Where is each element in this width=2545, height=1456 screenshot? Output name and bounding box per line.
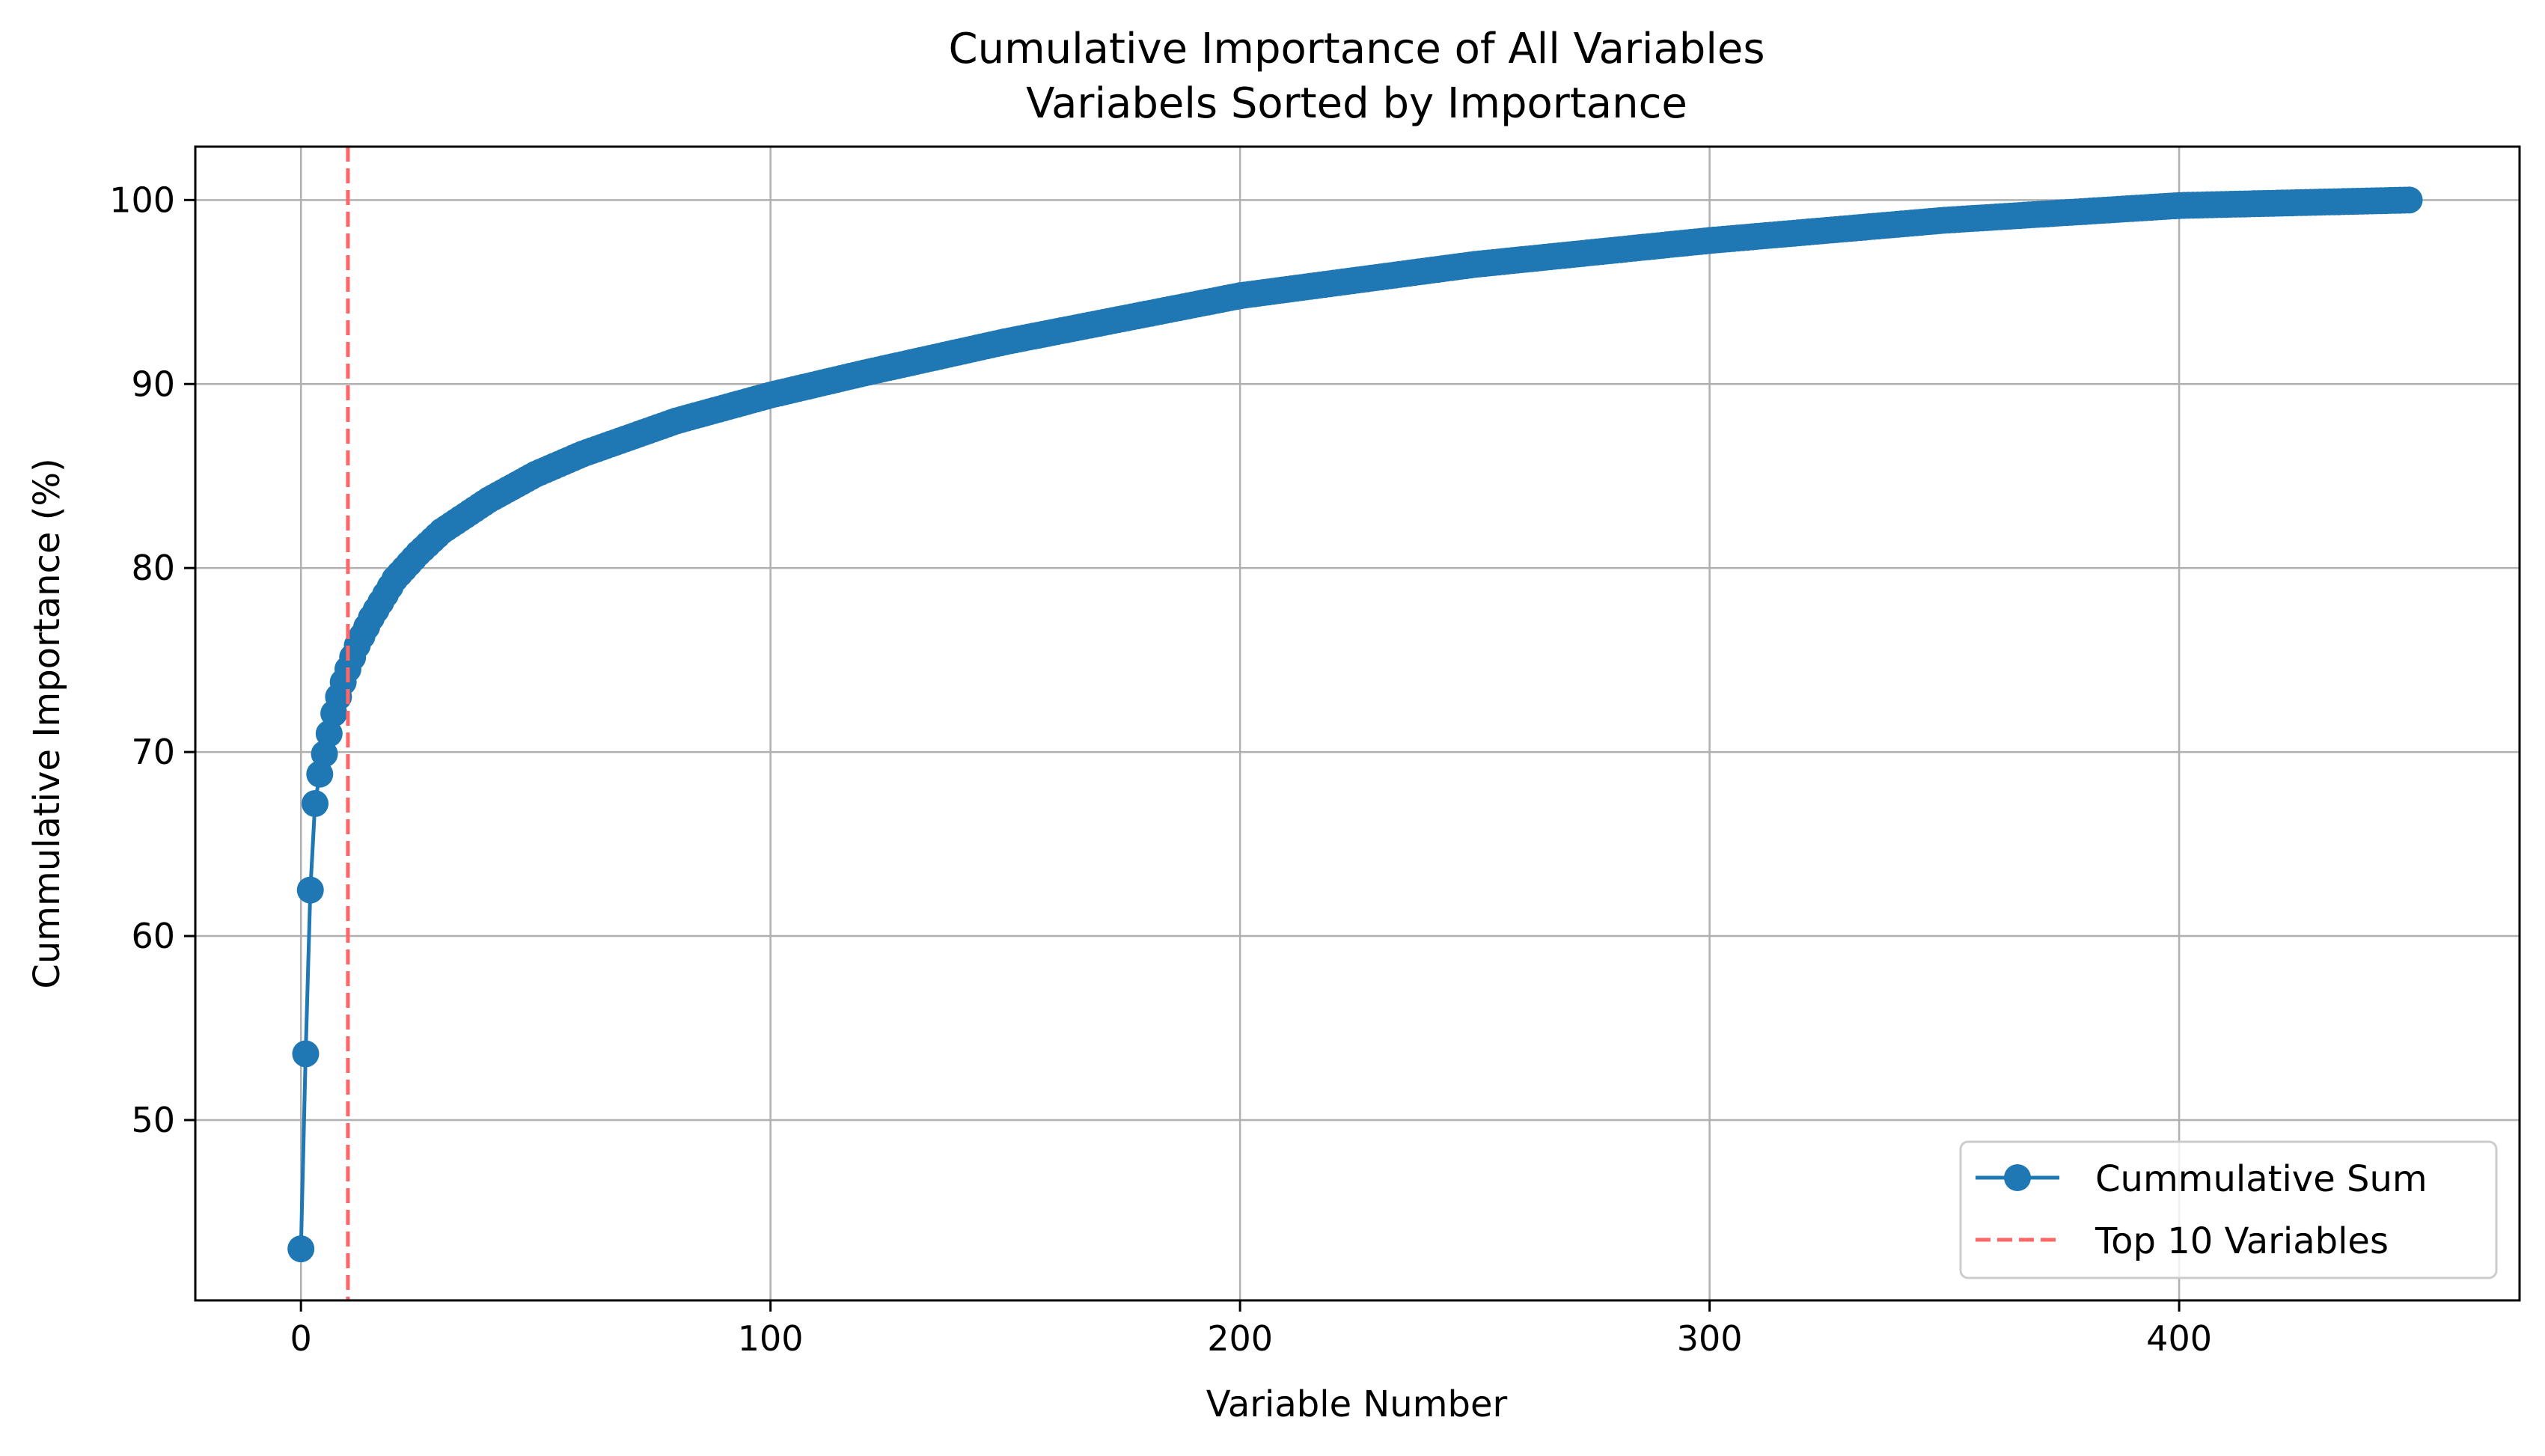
data-point [296, 876, 324, 904]
y-axis-label: Cummulative Importance (%) [26, 458, 68, 988]
chart-title: Cumulative Importance of All Variables [948, 25, 1765, 73]
plot-area [287, 147, 2423, 1300]
x-tick-label: 0 [290, 1318, 312, 1359]
y-axis-ticks: 50 60 70 80 90 100 [109, 180, 195, 1140]
legend: Cummulative Sum Top 10 Variables [1959, 1140, 2498, 1279]
y-tick-label: 60 [131, 916, 175, 956]
x-tick-label: 300 [1677, 1318, 1743, 1359]
data-point [302, 789, 329, 817]
y-tick-label: 50 [131, 1100, 175, 1140]
x-tick-label: 100 [738, 1318, 804, 1359]
x-tick-label: 400 [2146, 1318, 2212, 1359]
legend-label-cummulative-sum: Cummulative Sum [2095, 1158, 2428, 1200]
cummulative-sum-series [287, 186, 2423, 1263]
legend-label-top-10-variables: Top 10 Variables [2095, 1220, 2389, 1262]
y-tick-label: 100 [109, 180, 175, 220]
y-tick-label: 80 [131, 548, 175, 588]
data-point [292, 1040, 320, 1068]
x-axis-label: Variable Number [1206, 1383, 1508, 1425]
y-tick-label: 90 [131, 364, 175, 404]
legend-marker-cummulative-sum [2004, 1164, 2031, 1191]
data-point [311, 740, 338, 768]
data-point [306, 760, 334, 788]
data-point [2395, 186, 2423, 214]
chart-subtitle: Variabels Sorted by Importance [1026, 79, 1687, 128]
legend-box [1959, 1140, 2498, 1279]
y-tick-label: 70 [131, 732, 175, 772]
x-tick-label: 200 [1207, 1318, 1273, 1359]
data-point [287, 1235, 315, 1263]
data-point [315, 720, 343, 747]
plot-frame [194, 145, 2521, 1302]
x-axis-ticks: 0 100 200 300 400 [290, 1300, 2212, 1359]
